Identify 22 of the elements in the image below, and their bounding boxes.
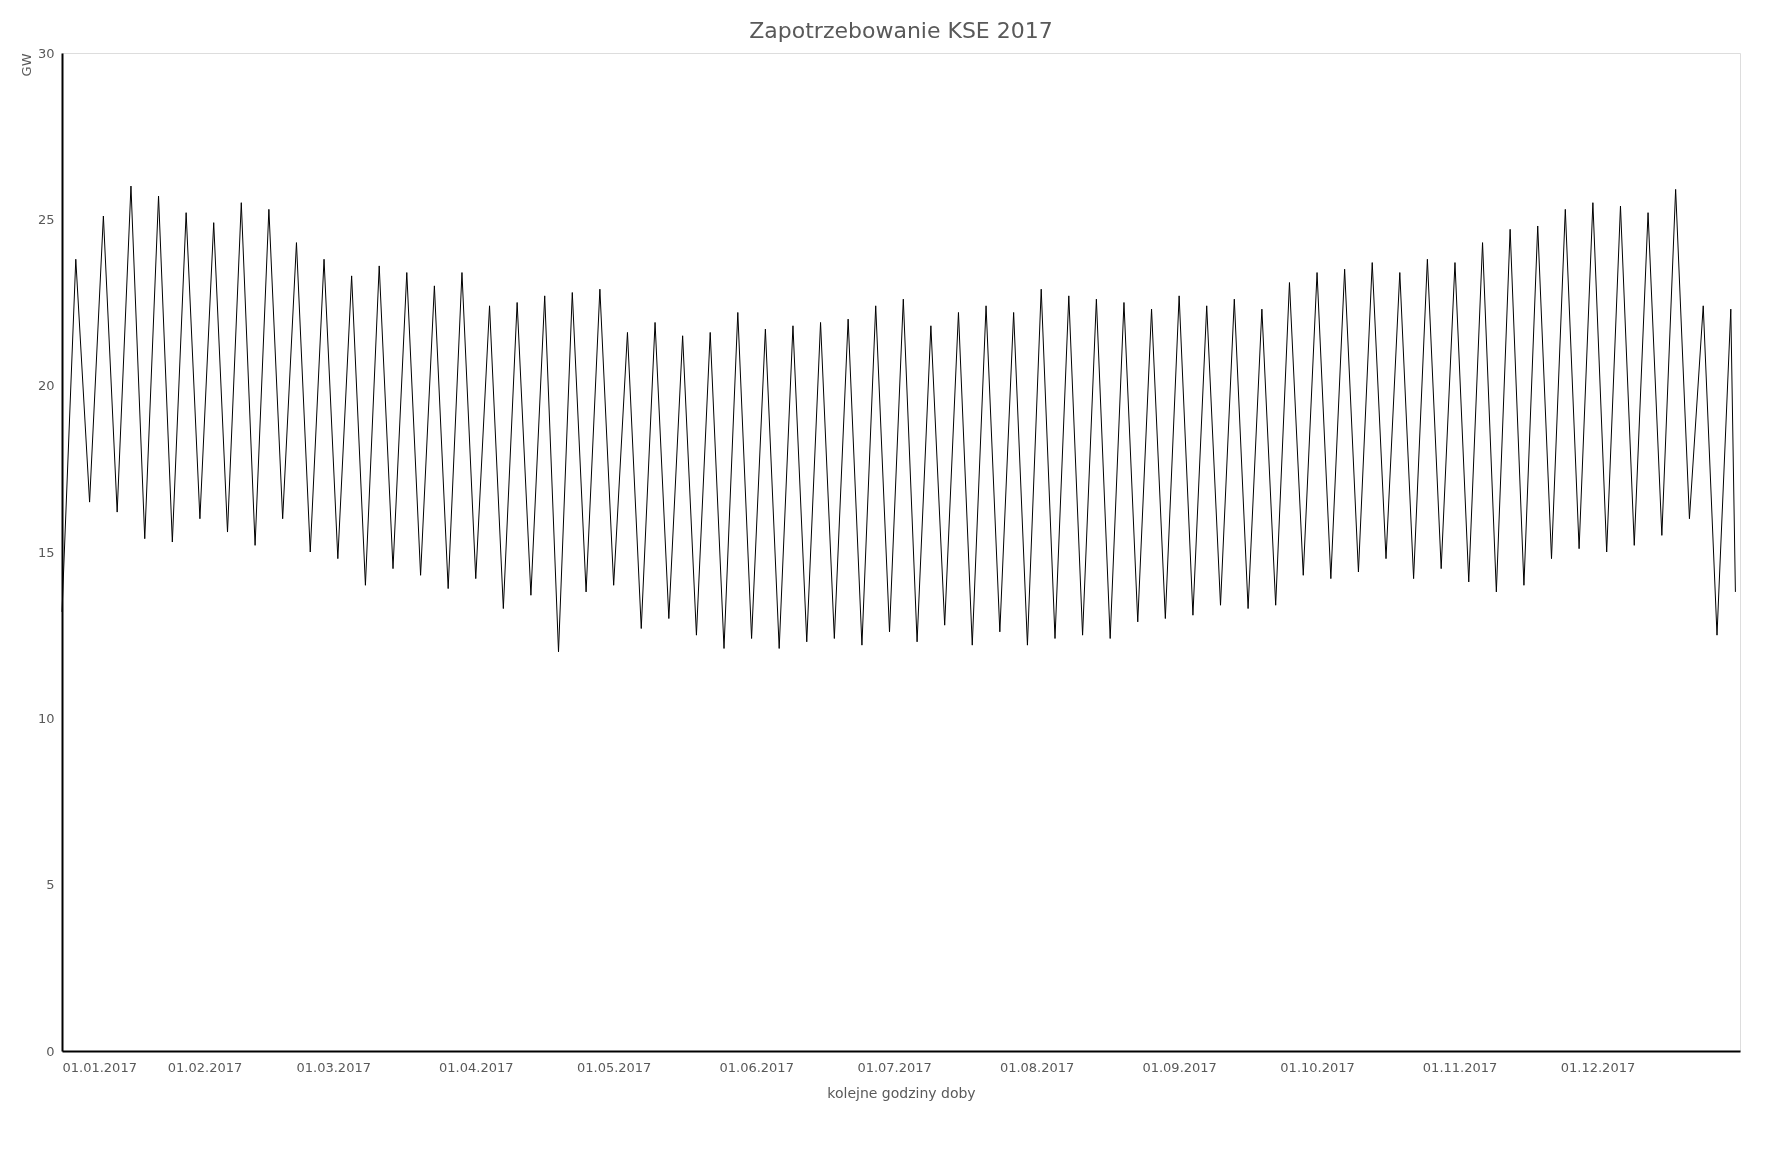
x-tick-label: 01.02.2017 bbox=[167, 1059, 243, 1075]
y-tick-label: 15 bbox=[37, 544, 55, 560]
x-tick-label: 01.12.2017 bbox=[1560, 1059, 1636, 1075]
x-tick-label: 01.10.2017 bbox=[1280, 1059, 1355, 1075]
y-tick-label: 0 bbox=[46, 1043, 55, 1059]
x-tick-label: 01.11.2017 bbox=[1422, 1059, 1498, 1075]
y-axis-title: GW bbox=[18, 53, 34, 77]
y-tick-label: 10 bbox=[37, 710, 55, 726]
x-tick-label: 01.04.2017 bbox=[439, 1059, 514, 1075]
x-tick-label: 01.09.2017 bbox=[1142, 1059, 1217, 1075]
chart-title: Zapotrzebowanie KSE 2017 bbox=[749, 18, 1053, 43]
x-tick-label: 01.06.2017 bbox=[719, 1059, 794, 1075]
x-tick-label: 01.07.2017 bbox=[857, 1059, 932, 1075]
x-tick-label: 01.08.2017 bbox=[999, 1059, 1075, 1075]
y-tick-label: 20 bbox=[37, 378, 55, 394]
x-axis-title: kolejne godziny doby bbox=[827, 1084, 976, 1101]
x-tick-label: 01.01.2017 bbox=[62, 1059, 137, 1075]
y-tick-label: 5 bbox=[46, 877, 55, 893]
y-tick-label: 30 bbox=[37, 45, 55, 61]
x-tick-label: 01.03.2017 bbox=[296, 1059, 371, 1075]
y-tick-label: 25 bbox=[37, 211, 55, 227]
x-tick-label: 01.05.2017 bbox=[576, 1059, 652, 1075]
